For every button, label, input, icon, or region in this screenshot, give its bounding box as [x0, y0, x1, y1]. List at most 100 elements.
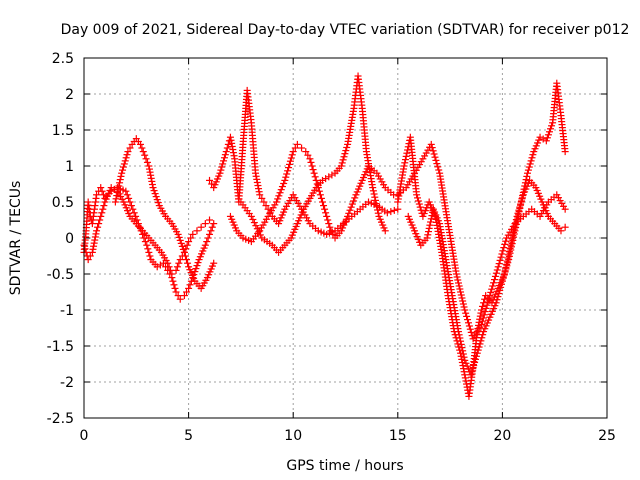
data-point [164, 259, 172, 267]
data-point [457, 337, 465, 345]
data-point [185, 238, 193, 246]
series-arc-5 [226, 140, 398, 246]
data-point [459, 300, 467, 308]
data-point [193, 227, 201, 235]
data-point [497, 283, 505, 291]
data-point [329, 230, 337, 238]
data-point [557, 227, 565, 235]
data-point [502, 265, 510, 273]
data-point [223, 144, 231, 152]
data-point [454, 328, 462, 336]
data-point [510, 233, 518, 241]
grid [84, 58, 607, 418]
data-point [383, 209, 391, 217]
data-point [529, 151, 537, 159]
data-point [424, 231, 432, 239]
data-point [490, 276, 498, 284]
series-arc-6 [237, 72, 389, 256]
data-point [517, 198, 525, 206]
data-point [460, 353, 468, 361]
data-point [505, 252, 513, 260]
data-point [287, 154, 295, 162]
data-point [475, 343, 483, 351]
y-tick-label: -1.5 [47, 339, 74, 355]
data-point [284, 167, 292, 175]
data-point [477, 320, 485, 328]
data-point [479, 314, 487, 322]
data-point [322, 175, 330, 183]
data-point [338, 159, 346, 167]
data-point [425, 224, 433, 232]
data-point [126, 144, 134, 152]
data-point [351, 194, 359, 202]
data-point [507, 243, 515, 251]
data-point [197, 223, 205, 231]
data-point [111, 198, 119, 206]
data-point [481, 308, 489, 316]
data-point [310, 169, 318, 177]
data-point [394, 205, 402, 213]
data-point [152, 193, 160, 201]
data-point [497, 253, 505, 261]
data-point [220, 154, 228, 162]
data-point [282, 173, 290, 181]
data-point [459, 347, 467, 355]
data-point [501, 240, 509, 248]
data-point [480, 311, 488, 319]
data-point [143, 241, 151, 249]
data-point [304, 151, 312, 159]
data-point [493, 266, 501, 274]
data-point [122, 187, 130, 195]
data-point [516, 204, 524, 212]
data-point [459, 350, 467, 358]
data-point [499, 274, 507, 282]
data-point [469, 365, 477, 373]
data-point [123, 191, 131, 199]
data-point [122, 154, 130, 162]
y-tick-label: 0 [65, 231, 74, 247]
data-point [507, 246, 515, 254]
series-arc-2 [80, 184, 214, 278]
data-point [402, 152, 410, 160]
data-point [280, 179, 288, 187]
data-point [118, 169, 126, 177]
data-point [503, 262, 511, 270]
data-point [169, 277, 177, 285]
data-point [522, 176, 530, 184]
data-point [186, 281, 194, 289]
data-point [373, 203, 381, 211]
data-point [463, 312, 471, 320]
data-point [374, 209, 382, 217]
data-points [80, 72, 569, 400]
data-point [428, 212, 436, 220]
data-point [174, 230, 182, 238]
data-point [523, 172, 531, 180]
data-point [309, 166, 317, 174]
data-point [510, 230, 518, 238]
data-point [462, 309, 470, 317]
data-point [423, 234, 431, 242]
data-point [453, 273, 461, 281]
data-point [153, 196, 161, 204]
data-point [156, 261, 164, 269]
data-point [457, 288, 465, 296]
data-point [476, 340, 484, 348]
data-point [146, 252, 154, 260]
data-point [289, 148, 297, 156]
data-point [207, 227, 215, 235]
data-point [175, 233, 183, 241]
data-point [427, 140, 435, 148]
data-point [370, 190, 378, 198]
data-point [515, 208, 523, 216]
data-point [517, 201, 525, 209]
data-point [467, 371, 475, 379]
data-point [176, 295, 184, 303]
data-point [400, 162, 408, 170]
data-point [496, 256, 504, 264]
data-point [435, 166, 443, 174]
data-point [526, 160, 534, 168]
data-point [306, 155, 314, 163]
data-point [216, 169, 224, 177]
data-point [486, 292, 494, 300]
